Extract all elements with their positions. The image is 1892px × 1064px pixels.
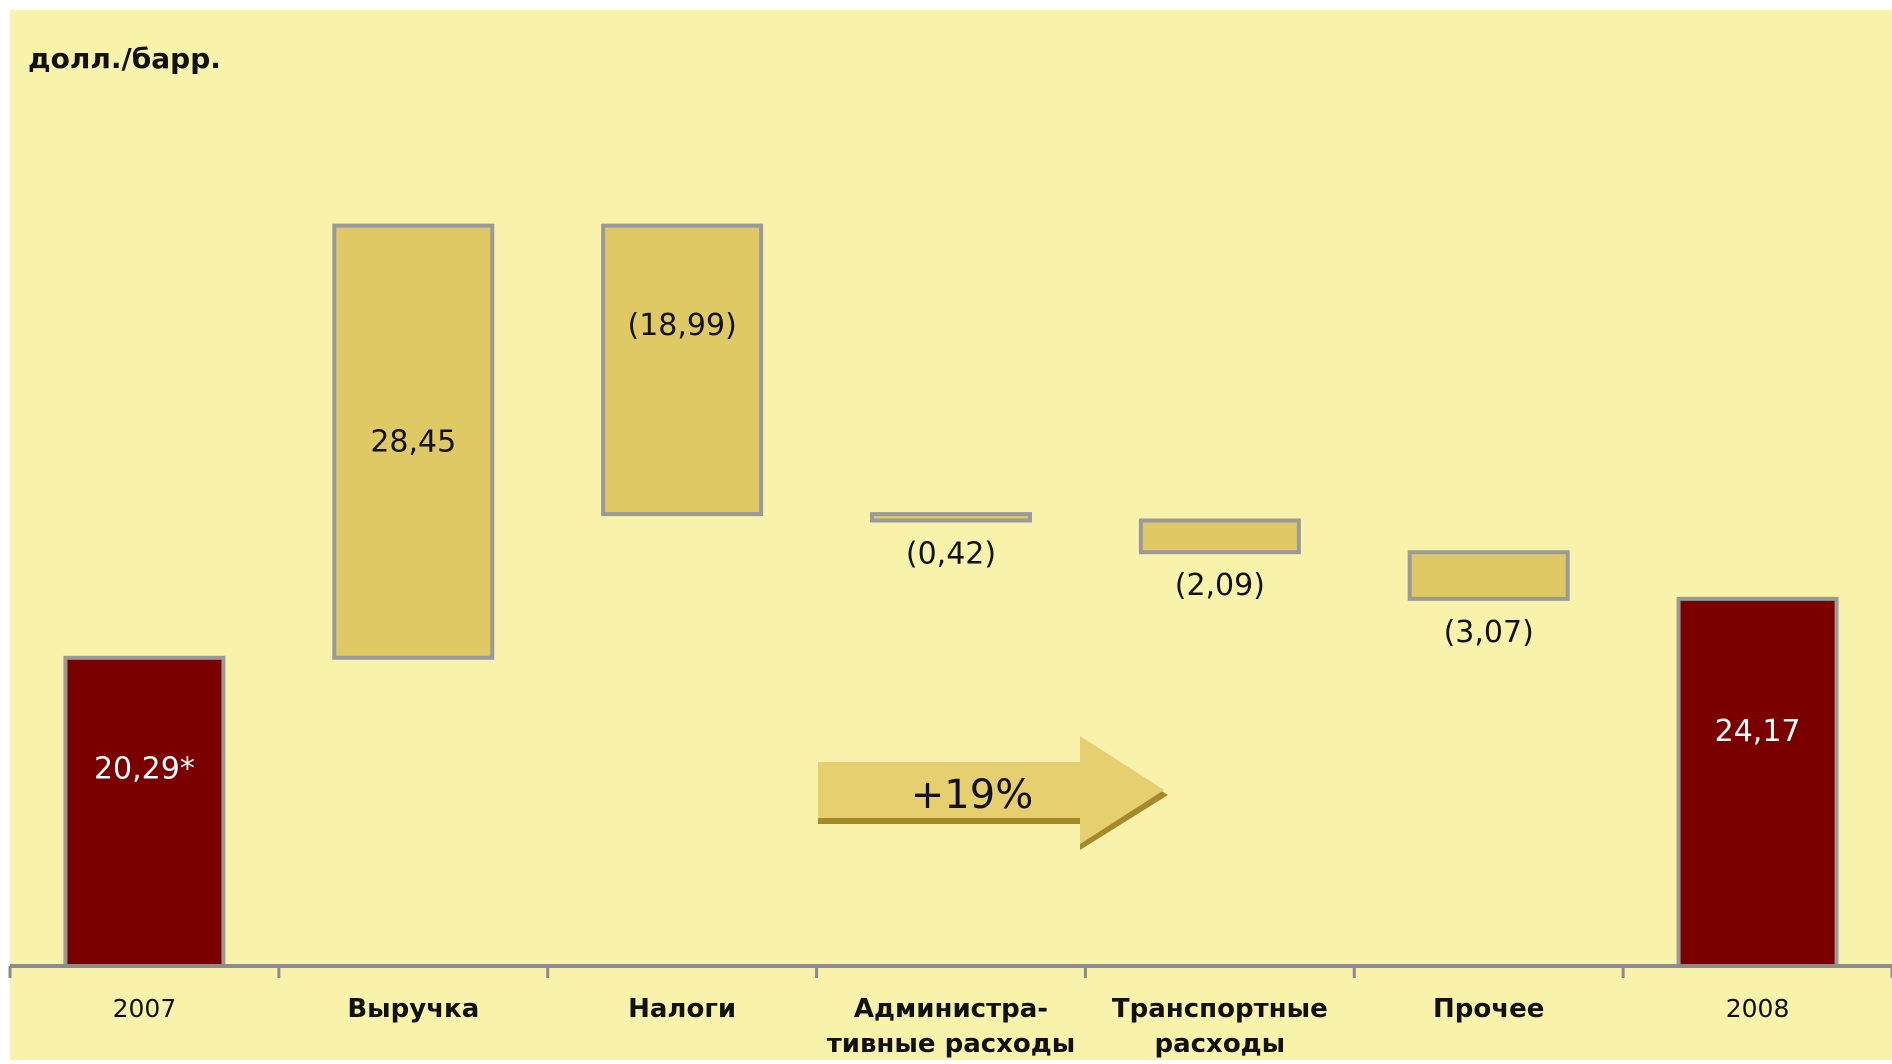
value-label-3: (18,99) (627, 308, 736, 343)
value-label-5: (2,09) (1175, 568, 1265, 603)
value-label-2: 28,45 (370, 425, 456, 460)
tick-label-1: 2007 (113, 994, 177, 1023)
tick-label-4-line-1: Администра- (854, 994, 1048, 1024)
tick-label-7: 2008 (1726, 994, 1790, 1023)
bar-5 (1138, 518, 1301, 555)
bar-6 (1407, 550, 1570, 601)
value-label-7: 24,17 (1715, 714, 1801, 749)
tick-label-6: Прочее (1433, 994, 1544, 1024)
growth-label: +19% (911, 772, 1033, 818)
bar-4 (870, 512, 1032, 523)
bars-group: 20,29* 28,45 (18,99) (0,42) (2,09) (3,07) 24,1… (63, 223, 1839, 969)
bar-3 (601, 223, 764, 517)
tick-label-4-line-2: тивные расходы (827, 1029, 1076, 1059)
value-label-4: (0,42) (906, 536, 996, 571)
tick-label-3: Налоги (628, 994, 736, 1024)
chart-background (10, 10, 1892, 1060)
unit-label: долл./барр. (28, 42, 221, 75)
bar-7 (1676, 596, 1839, 969)
tick-label-5-line-2: расходы (1154, 1029, 1285, 1059)
growth-arrow: +19% (818, 736, 1168, 850)
bar-1 (63, 655, 226, 969)
arrow-shape (818, 736, 1164, 844)
value-label-6: (3,07) (1444, 615, 1534, 650)
tick-label-2: Выручка (347, 994, 479, 1024)
bar-2 (332, 223, 495, 660)
tick-label-5-line-1: Транспортные (1112, 994, 1328, 1024)
value-label-1: 20,29* (94, 752, 195, 787)
x-axis: 2007 Выручка Налоги Администра-тивные расхо… (8, 964, 1892, 1059)
